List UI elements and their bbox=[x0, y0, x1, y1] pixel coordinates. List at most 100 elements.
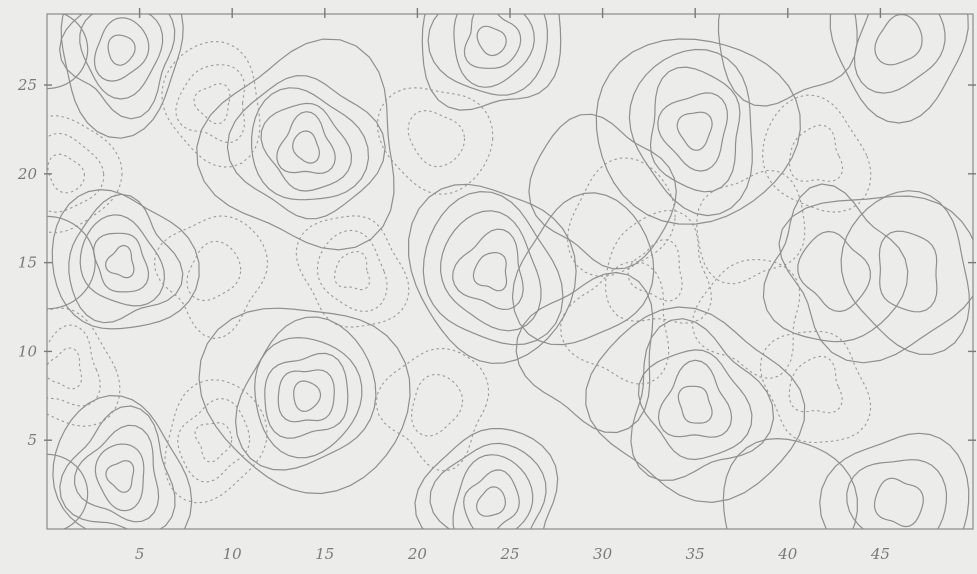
x-tick-label: 40 bbox=[777, 545, 798, 563]
positive-contour bbox=[778, 195, 973, 364]
positive-contour bbox=[94, 443, 145, 512]
x-tick-label: 20 bbox=[407, 545, 428, 563]
positive-contour bbox=[234, 316, 377, 471]
contour-lines bbox=[47, 14, 973, 529]
positive-contour bbox=[251, 87, 370, 201]
positive-contour bbox=[677, 385, 713, 424]
positive-contour bbox=[628, 48, 753, 217]
x-tick-label: 35 bbox=[686, 545, 705, 563]
positive-contour bbox=[717, 14, 858, 107]
positive-contour bbox=[657, 92, 729, 172]
positive-contour bbox=[107, 34, 136, 66]
positive-contour bbox=[73, 424, 160, 523]
positive-contour bbox=[453, 14, 535, 88]
positive-contour bbox=[515, 271, 654, 434]
positive-contour bbox=[292, 130, 321, 164]
positive-contour bbox=[853, 14, 946, 94]
positive-contour bbox=[528, 113, 677, 270]
positive-contour bbox=[463, 14, 522, 69]
negative-contour bbox=[334, 251, 371, 291]
positive-contour bbox=[414, 428, 559, 529]
negative-contour bbox=[177, 397, 251, 483]
positive-contour bbox=[68, 193, 184, 324]
plot-frame bbox=[46, 13, 974, 530]
positive-contour bbox=[264, 352, 349, 439]
positive-contour bbox=[722, 437, 858, 529]
negative-contour bbox=[316, 229, 388, 313]
negative-contour bbox=[295, 215, 410, 328]
positive-contour bbox=[93, 17, 150, 82]
negative-contour bbox=[627, 239, 683, 302]
positive-contour bbox=[260, 102, 353, 192]
positive-contour bbox=[60, 14, 184, 139]
positive-contour bbox=[439, 210, 542, 332]
y-tick-label: 10 bbox=[18, 342, 38, 360]
positive-contour bbox=[59, 405, 176, 529]
negative-contour bbox=[762, 94, 872, 213]
positive-contour bbox=[846, 459, 948, 529]
positive-contour bbox=[52, 394, 193, 529]
positive-contour bbox=[874, 14, 923, 66]
positive-contour bbox=[819, 432, 970, 529]
negative-contour bbox=[47, 153, 85, 194]
negative-contour bbox=[376, 87, 494, 195]
positive-contour bbox=[427, 14, 549, 96]
negative-contour bbox=[47, 132, 105, 213]
x-tick-label: 10 bbox=[223, 545, 243, 563]
positive-contour bbox=[93, 232, 150, 293]
negative-contour bbox=[194, 422, 233, 463]
positive-contour bbox=[226, 75, 386, 220]
positive-contour bbox=[452, 228, 524, 311]
positive-contour bbox=[657, 359, 733, 438]
negative-contour bbox=[153, 215, 269, 340]
positive-contour bbox=[476, 486, 507, 517]
negative-contour bbox=[566, 157, 676, 277]
positive-contour bbox=[421, 14, 562, 111]
negative-contour bbox=[696, 169, 806, 285]
x-axis-tick-labels: 5 10 15 20 25 30 35 40 45 bbox=[135, 545, 890, 563]
positive-contour bbox=[104, 244, 135, 279]
negative-contour bbox=[47, 347, 83, 390]
negative-contour bbox=[186, 240, 242, 302]
positive-contour bbox=[79, 214, 166, 307]
positive-contour bbox=[585, 306, 806, 504]
positive-contour bbox=[276, 111, 336, 175]
positive-contour bbox=[79, 14, 164, 100]
positive-contour bbox=[198, 307, 411, 495]
positive-contour bbox=[422, 190, 564, 346]
y-tick-label: 25 bbox=[17, 76, 37, 94]
positive-contour bbox=[58, 14, 176, 120]
negative-contour bbox=[161, 40, 261, 168]
positive-contour bbox=[840, 190, 971, 355]
y-tick-label: 15 bbox=[18, 254, 37, 272]
negative-contour bbox=[788, 355, 843, 414]
x-tick-label: 15 bbox=[315, 545, 334, 563]
negative-contour bbox=[560, 261, 670, 385]
negative-contour bbox=[175, 64, 246, 143]
positive-contour bbox=[254, 336, 363, 459]
positive-contour bbox=[408, 183, 577, 364]
positive-contour bbox=[277, 369, 335, 423]
negative-contour bbox=[759, 330, 872, 444]
positive-contour bbox=[762, 183, 909, 343]
axis-ticks bbox=[44, 8, 976, 441]
positive-contour bbox=[463, 469, 520, 529]
positive-contour bbox=[873, 477, 924, 528]
y-axis-tick-labels: 5 10 15 20 25 bbox=[17, 76, 38, 449]
x-tick-label: 30 bbox=[593, 545, 613, 563]
x-tick-label: 45 bbox=[870, 545, 890, 563]
negative-contour bbox=[789, 124, 844, 182]
positive-contour bbox=[51, 188, 200, 330]
positive-contour bbox=[829, 14, 969, 124]
negative-contour bbox=[410, 373, 464, 437]
negative-contour bbox=[375, 347, 490, 472]
negative-contour bbox=[47, 324, 101, 407]
negative-contour bbox=[605, 209, 712, 324]
positive-contour bbox=[511, 192, 655, 346]
y-tick-label: 5 bbox=[27, 431, 37, 449]
positive-contour bbox=[797, 230, 871, 313]
negative-contour bbox=[407, 110, 466, 168]
positive-contour bbox=[196, 38, 395, 251]
positive-contour bbox=[676, 111, 713, 151]
